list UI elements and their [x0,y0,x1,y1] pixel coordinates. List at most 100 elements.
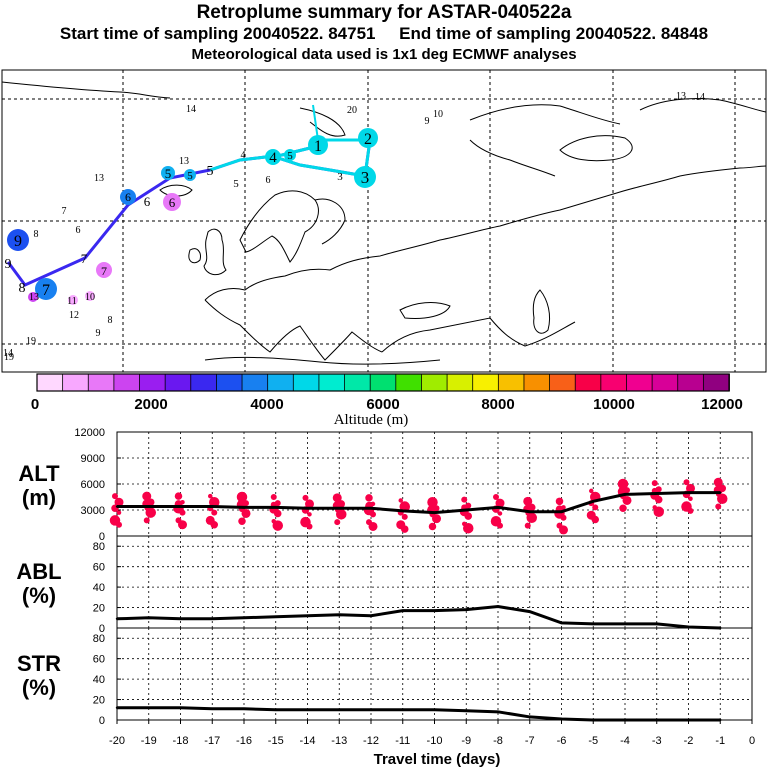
x-tick-label: -4 [620,735,630,747]
altitude-cluster-dot [179,509,186,516]
series-point [433,609,436,612]
meteorology-note: Meteorological data used is 1x1 deg ECMW… [191,46,577,63]
series-point [306,507,309,510]
sampling-time-line: Start time of sampling 20040522. 84751 E… [59,24,709,43]
y-tick-label: 20 [93,695,105,707]
series-point [242,506,246,509]
altitude-cluster-dot [687,507,694,514]
altitude-cluster-dot [592,504,599,511]
altitude-cluster-dot [401,513,408,520]
altitude-cluster-dot [617,478,629,490]
y-tick-label: 40 [93,582,105,594]
series-point [115,706,119,709]
label-9: 9 [14,233,22,250]
colorbar-swatch [292,373,320,392]
series-line-alt [117,491,721,515]
altitude-cluster-dot [274,509,282,518]
label-5c: 5 [207,164,214,179]
y-tick-label: 12000 [74,427,105,439]
altitude-cluster-dot [683,479,690,486]
altitude-cluster-dot [306,523,313,530]
altitude-cluster-dot [713,477,723,487]
altitude-cluster-dot [715,503,722,510]
y-tick-label: 20 [93,603,105,615]
series-point [401,609,404,612]
series-point [465,709,468,712]
series-line-abl [116,605,721,630]
colorbar-swatch [113,373,141,392]
altitude-cluster-dot [241,508,251,518]
altitude-cluster-dot [142,491,152,501]
series-point [306,614,309,617]
altitude-cluster-dot [555,497,564,506]
y-tick-label: 60 [93,654,105,666]
y-tick-label: 0 [99,531,105,543]
colorbar-swatch [446,373,474,392]
x-tick-label: -6 [557,735,567,747]
series-point [179,617,182,620]
series-line-str [117,706,721,722]
label-9d: 9 [96,328,101,339]
colorbar-swatch [472,373,500,392]
series-point [465,508,468,512]
altitude-cluster-dot [461,496,468,503]
colorbar-swatch [600,373,628,392]
series-point [433,708,436,711]
altitude-cluster-dot [495,498,505,508]
label-9b: 9 [5,257,12,272]
label-5: 5 [165,166,172,181]
altitude-cluster-dot [143,517,150,524]
series-point [623,622,627,626]
trajectory-line-late [209,138,372,178]
series-point [528,610,531,613]
y-tick-label: 0 [99,715,105,727]
altitude-cluster-dot [334,519,341,526]
x-tick-label: -16 [236,735,252,747]
colorbar-tick-10000: 10000 [593,396,635,413]
panel-title-abl: ABL [16,559,61,584]
label-6d: 6 [266,175,271,186]
x-tick-label: -19 [141,735,157,747]
altitude-cluster-dot [493,494,499,500]
altitude-cluster-dot [368,521,378,531]
altitude-cluster-dot [653,506,664,517]
altitude-cluster-dot [524,522,531,529]
colorbar-label: Altitude (m) [334,412,409,428]
cluster-11-marker [68,295,78,305]
series-point [115,505,119,508]
label-3b: 3 [337,171,343,183]
coastlines [1,81,767,365]
series-point [338,613,341,616]
panel-title-alt: ALT [18,461,60,486]
altitude-cluster-dot [399,501,410,512]
colorbar-swatch [395,373,423,392]
colorbar-swatch [267,373,295,392]
label-19b: 19 [4,352,14,363]
label-13b: 13 [179,156,189,167]
cluster-5b-marker [184,169,196,181]
colorbar-ticks: 0 2000 4000 6000 8000 10000 12000 [31,396,743,413]
cluster-4-marker [265,149,281,165]
x-tick-label: -18 [173,735,189,747]
colorbar-swatch [344,373,372,392]
series-point [179,706,182,709]
altitude-cluster-dot [272,520,283,531]
altitude-cluster-dot [622,495,632,505]
series-point [242,616,246,619]
series-point [623,493,627,496]
cluster-7b-marker [96,262,112,278]
altitude-cluster-dot [717,493,728,504]
label-15: 13 [94,173,104,184]
altitude-cluster-dot [211,509,218,516]
altitude-cluster-dot [655,495,663,504]
colorbar-swatch [574,373,602,392]
series-point [528,715,531,719]
altitude-cluster-dot [686,483,695,493]
series-point [496,710,500,714]
x-tick-label: -5 [588,735,598,747]
colorbar-swatch [36,373,64,392]
x-tick-label: -15 [268,735,284,747]
scatter-numbers: 10 11 12 13 14 19 19 20 10 9 9 8 13 13 8… [3,91,705,363]
panel-unit-str: (%) [22,675,56,700]
altitude-cluster-dot [560,514,567,521]
